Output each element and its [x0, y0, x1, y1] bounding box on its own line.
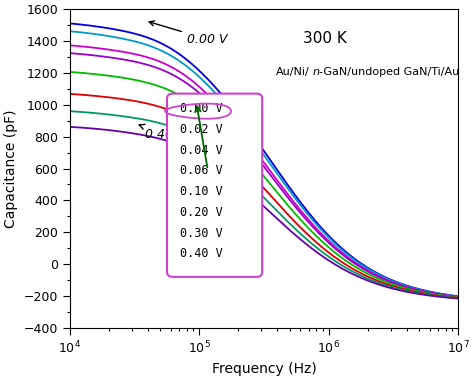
Text: 0.40 V: 0.40 V: [180, 247, 223, 260]
Text: 0.30 V: 0.30 V: [180, 226, 223, 239]
Text: 0.20 V: 0.20 V: [180, 206, 223, 219]
FancyBboxPatch shape: [167, 93, 262, 277]
Text: 0.04 V: 0.04 V: [180, 144, 223, 157]
Text: 0.00 V: 0.00 V: [180, 102, 223, 115]
Text: 0.02 V: 0.02 V: [180, 123, 223, 136]
Text: 0.00 V: 0.00 V: [149, 21, 228, 46]
X-axis label: Frequency (Hz): Frequency (Hz): [212, 362, 317, 376]
Text: -GaN/undoped GaN/Ti/Au: -GaN/undoped GaN/Ti/Au: [319, 66, 460, 76]
Text: 0.40 V: 0.40 V: [139, 124, 185, 141]
Text: Au/Ni/: Au/Ni/: [276, 66, 310, 76]
Text: n: n: [313, 66, 319, 76]
Text: 300 K: 300 K: [303, 32, 347, 46]
Text: 0.06 V: 0.06 V: [180, 165, 223, 177]
Text: 0.10 V: 0.10 V: [180, 185, 223, 198]
Y-axis label: Capacitance (pF): Capacitance (pF): [4, 109, 18, 228]
